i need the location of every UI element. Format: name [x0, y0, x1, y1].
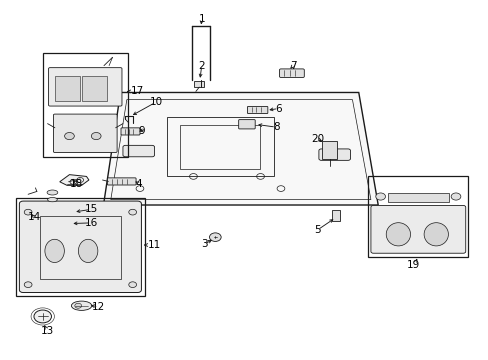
- Circle shape: [34, 310, 51, 323]
- Bar: [368, 176, 467, 257]
- Text: 16: 16: [84, 218, 98, 228]
- Bar: [42, 53, 127, 157]
- Bar: [40, 216, 120, 279]
- Text: 6: 6: [275, 104, 281, 113]
- Circle shape: [24, 209, 32, 215]
- Text: 9: 9: [138, 126, 144, 136]
- Bar: [180, 125, 260, 169]
- FancyBboxPatch shape: [247, 107, 267, 113]
- Text: 8: 8: [272, 122, 279, 132]
- Text: 19: 19: [406, 260, 420, 270]
- Text: 18: 18: [70, 179, 83, 189]
- Text: 4: 4: [135, 179, 142, 189]
- Ellipse shape: [71, 301, 92, 310]
- FancyBboxPatch shape: [48, 68, 122, 106]
- FancyBboxPatch shape: [370, 206, 465, 253]
- Bar: [331, 210, 339, 221]
- Bar: [166, 117, 273, 176]
- Circle shape: [64, 132, 74, 140]
- Text: 5: 5: [313, 225, 320, 235]
- Bar: [322, 141, 336, 158]
- FancyBboxPatch shape: [318, 149, 350, 160]
- Text: 13: 13: [41, 326, 54, 336]
- Polygon shape: [60, 175, 89, 185]
- Ellipse shape: [386, 223, 410, 246]
- Bar: [387, 193, 448, 202]
- FancyBboxPatch shape: [20, 201, 141, 293]
- FancyBboxPatch shape: [121, 128, 140, 135]
- Ellipse shape: [45, 239, 64, 262]
- Text: 3: 3: [201, 239, 207, 249]
- Bar: [81, 76, 107, 101]
- Ellipse shape: [47, 190, 58, 195]
- Ellipse shape: [47, 198, 57, 202]
- Circle shape: [24, 282, 32, 288]
- FancyBboxPatch shape: [279, 69, 304, 77]
- Text: 11: 11: [148, 240, 161, 250]
- Circle shape: [128, 209, 136, 215]
- Text: 7: 7: [289, 61, 296, 71]
- Text: 17: 17: [131, 86, 144, 96]
- Bar: [16, 198, 144, 296]
- Text: 15: 15: [84, 204, 98, 214]
- Polygon shape: [103, 93, 377, 205]
- Ellipse shape: [423, 223, 447, 246]
- FancyBboxPatch shape: [107, 178, 136, 185]
- Text: 14: 14: [28, 212, 41, 222]
- Bar: [194, 81, 203, 87]
- Text: 1: 1: [198, 14, 204, 24]
- Circle shape: [75, 303, 81, 308]
- FancyBboxPatch shape: [122, 145, 154, 157]
- Circle shape: [128, 282, 136, 288]
- Text: 2: 2: [198, 61, 204, 71]
- Circle shape: [375, 193, 385, 200]
- Text: 12: 12: [92, 302, 105, 312]
- Circle shape: [91, 132, 101, 140]
- FancyBboxPatch shape: [238, 120, 255, 129]
- Circle shape: [209, 233, 221, 242]
- Ellipse shape: [78, 239, 98, 262]
- Text: 10: 10: [149, 97, 162, 107]
- Bar: [55, 76, 80, 101]
- Circle shape: [450, 193, 460, 200]
- Text: 20: 20: [310, 134, 324, 144]
- FancyBboxPatch shape: [53, 114, 117, 153]
